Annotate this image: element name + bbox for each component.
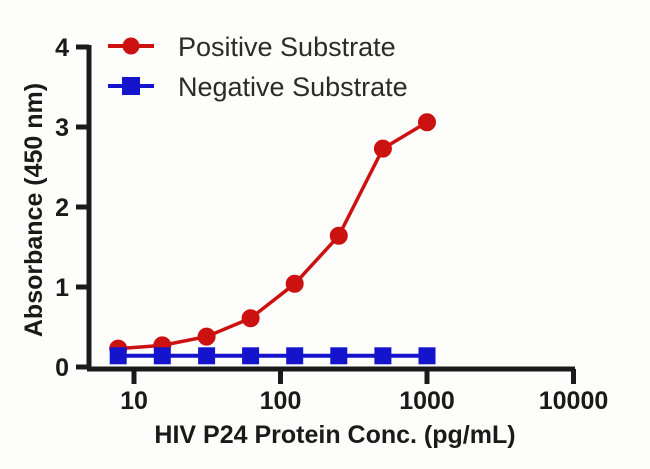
x-tick-label: 10 bbox=[120, 387, 148, 415]
data-point-marker bbox=[418, 347, 436, 365]
chart-legend: Positive Substrate Negative Substrate bbox=[108, 32, 408, 102]
legend-square-marker-icon bbox=[122, 77, 140, 95]
data-point-marker bbox=[374, 347, 392, 365]
y-tick-label: 4 bbox=[55, 34, 69, 62]
x-axis-title: HIV P24 Protein Conc. (pg/mL) bbox=[154, 421, 515, 449]
y-tick-label: 2 bbox=[55, 194, 69, 222]
data-point-marker bbox=[418, 113, 436, 132]
data-series-layer bbox=[109, 113, 436, 365]
data-point-marker bbox=[198, 347, 216, 365]
data-point-marker bbox=[330, 347, 348, 365]
y-tick-label: 0 bbox=[55, 354, 69, 382]
data-point-marker bbox=[153, 347, 171, 365]
y-tick-label: 3 bbox=[55, 114, 69, 142]
data-point-marker bbox=[109, 347, 127, 365]
legend-circle-marker-icon bbox=[122, 37, 140, 55]
data-point-marker bbox=[329, 226, 348, 245]
legend-label-0: Positive Substrate bbox=[178, 32, 396, 62]
data-point-marker bbox=[242, 347, 260, 365]
x-tick-label: 100 bbox=[260, 387, 302, 415]
data-point-marker bbox=[373, 139, 392, 158]
data-point-marker bbox=[197, 327, 216, 346]
data-point-marker bbox=[285, 274, 304, 293]
x-tick-label: 1000 bbox=[399, 387, 455, 415]
y-axis-title: Absorbance (450 nm) bbox=[20, 83, 48, 337]
x-tick-label: 10000 bbox=[539, 387, 609, 415]
x-axis-ticks: 10 100 1000 10000 bbox=[120, 369, 608, 415]
y-tick-label: 1 bbox=[55, 274, 69, 302]
legend-label-1: Negative Substrate bbox=[178, 72, 408, 102]
data-point-marker bbox=[286, 347, 304, 365]
y-axis-ticks: 0 1 2 3 4 bbox=[55, 34, 89, 382]
data-point-marker bbox=[241, 309, 260, 328]
